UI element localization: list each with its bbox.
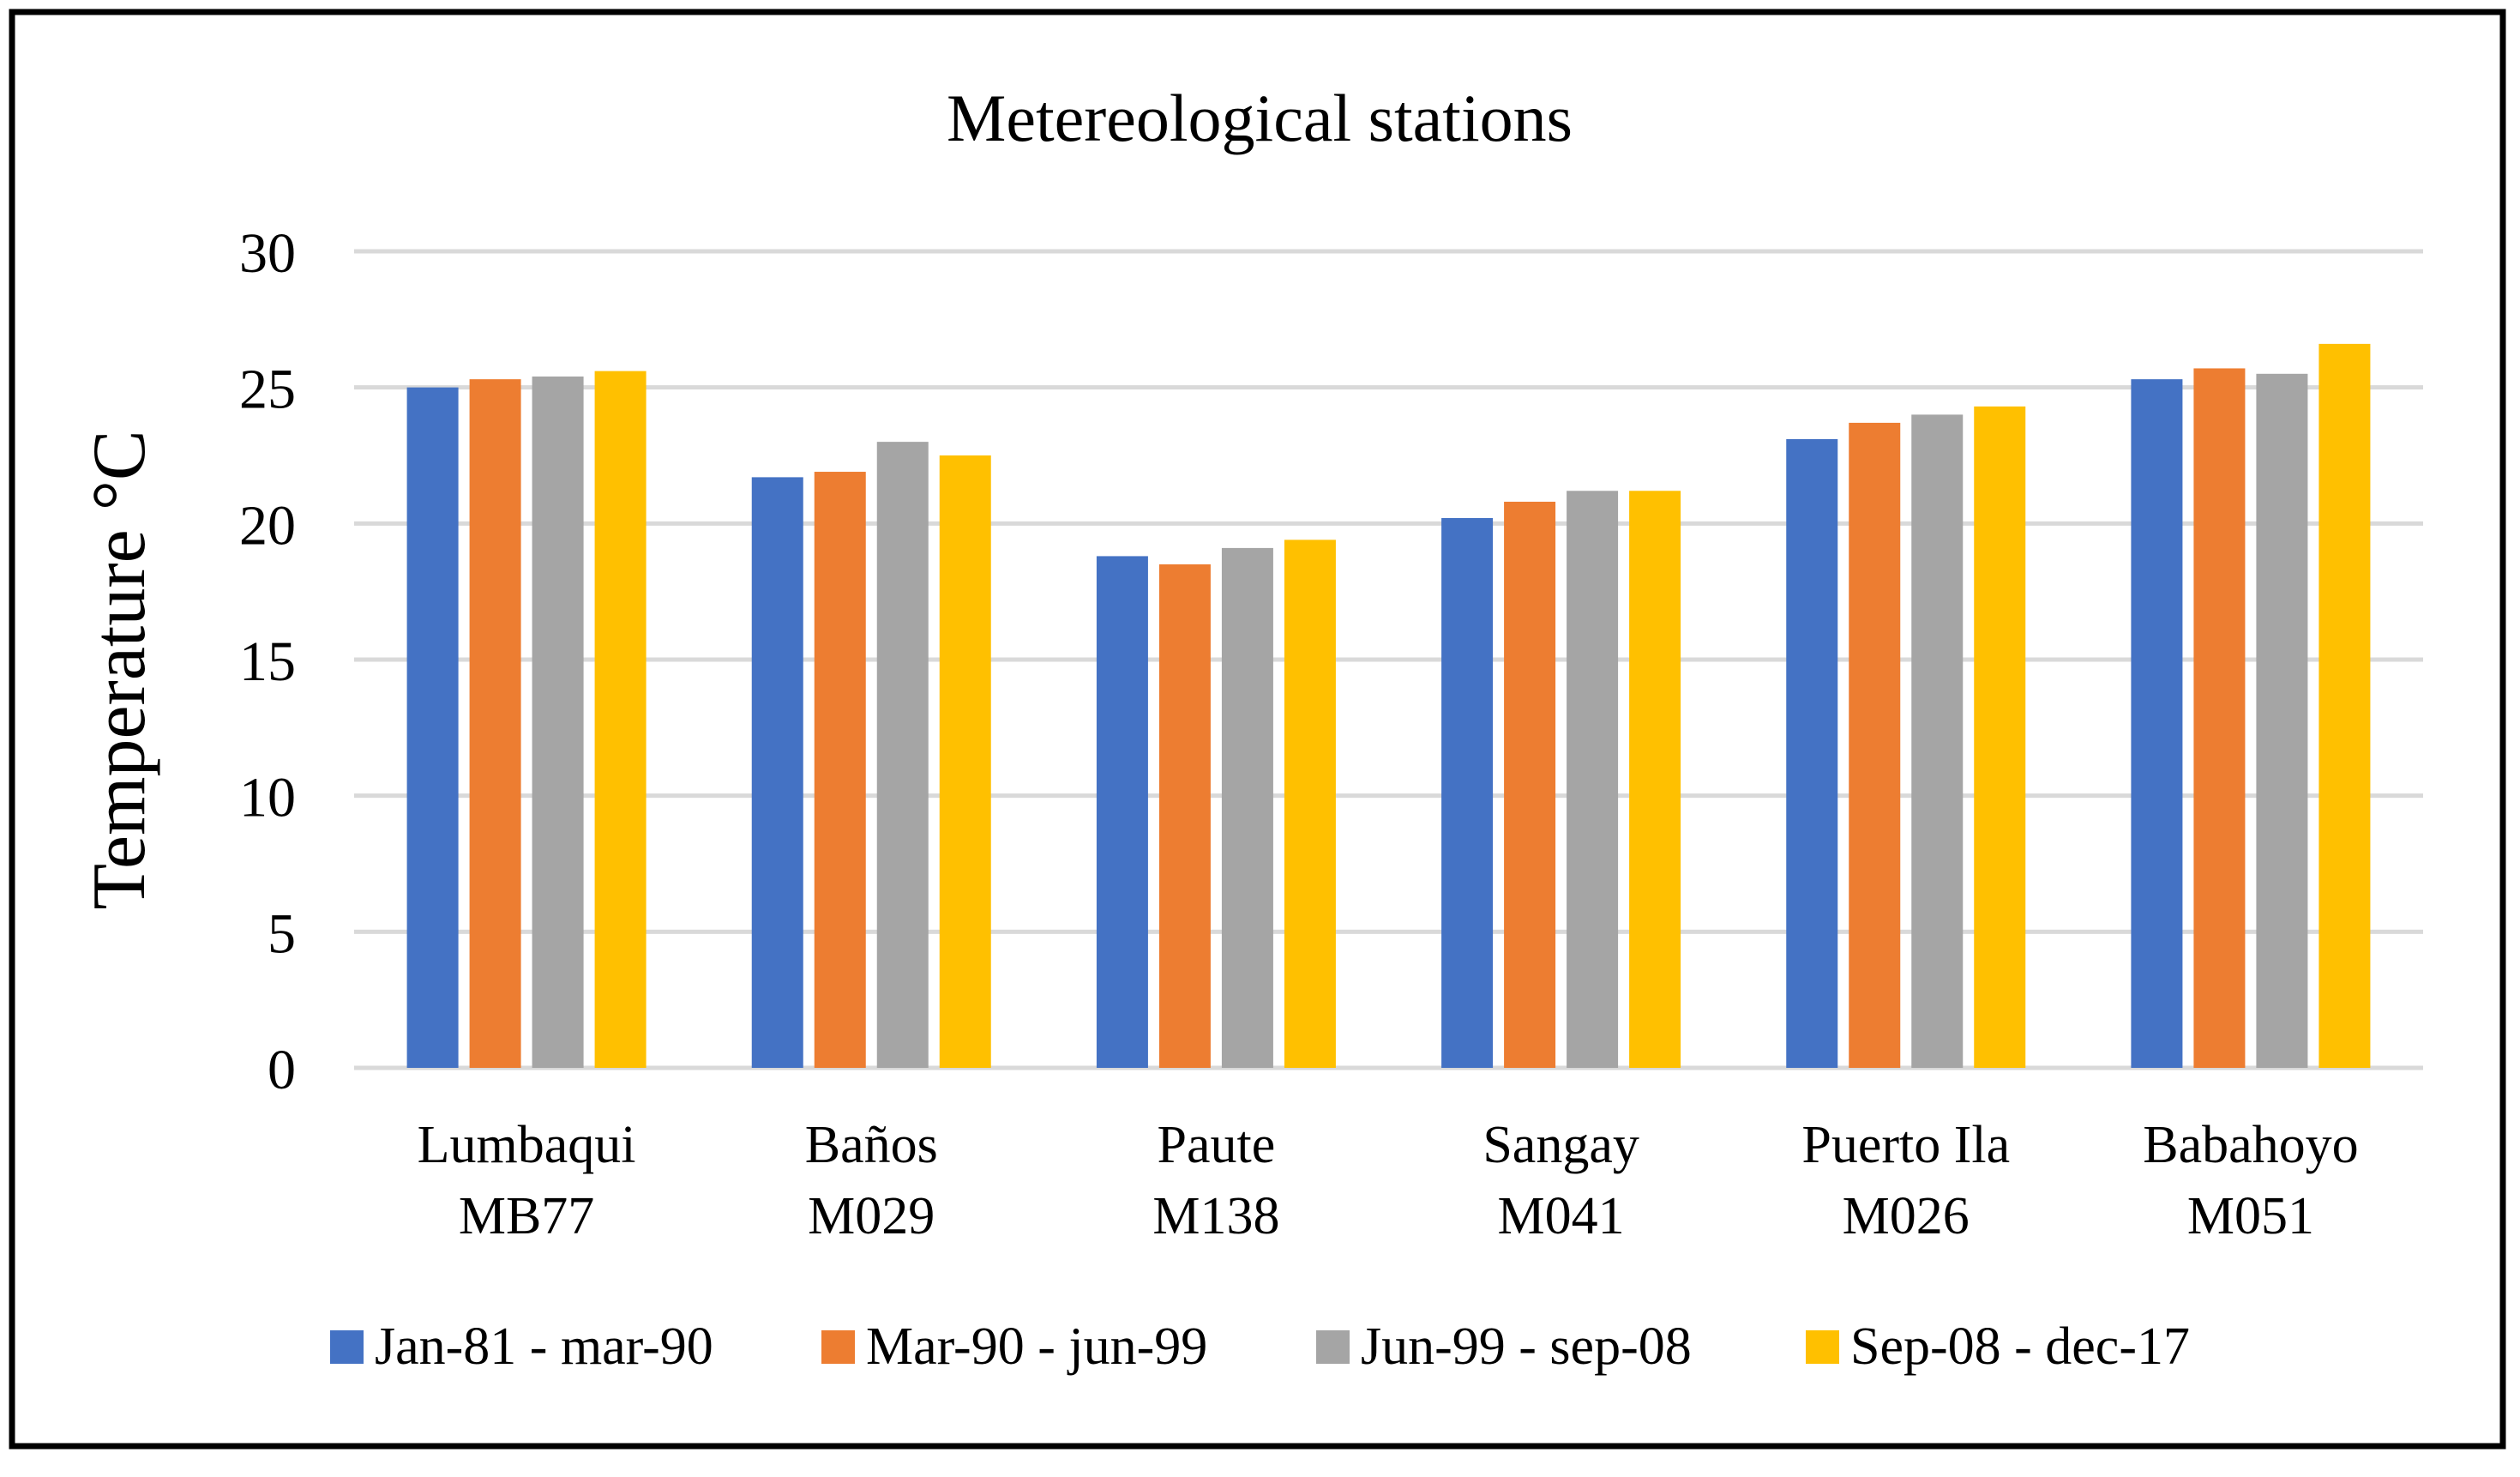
bar-3-2 — [876, 442, 929, 1068]
bar-2-4 — [1504, 501, 1556, 1068]
bar-3-3 — [1221, 547, 1273, 1068]
bar-4-6 — [2319, 343, 2371, 1069]
bar-2-6 — [2193, 368, 2246, 1068]
y-tick-label: 30 — [239, 222, 296, 285]
gridlines — [354, 249, 2423, 1070]
bar-4-2 — [939, 455, 991, 1068]
legend-swatch — [1316, 1330, 1350, 1364]
legend-label: Jun-99 - sep-08 — [1361, 1317, 1692, 1376]
bar-3-4 — [1567, 491, 1619, 1068]
bar-1-4 — [1441, 517, 1494, 1068]
legend-swatch — [330, 1330, 364, 1364]
legend-swatch — [1806, 1330, 1839, 1364]
legend-item-3: Jun-99 - sep-08 — [1316, 1317, 1692, 1376]
bar-4-1 — [594, 371, 647, 1068]
bar-2-5 — [1849, 422, 1901, 1068]
bar-4-4 — [1629, 491, 1681, 1068]
x-tick-label-line2: MB77 — [459, 1187, 594, 1245]
bar-4-5 — [1974, 406, 2026, 1068]
x-tick-label-line2: M138 — [1152, 1187, 1279, 1245]
bar-1-3 — [1096, 556, 1148, 1068]
x-tick-label-line1: Baños — [805, 1116, 938, 1174]
chart-title: Metereological stations — [947, 81, 1573, 155]
bar-4-3 — [1284, 540, 1336, 1068]
bar-3-6 — [2256, 373, 2308, 1068]
y-tick-label: 0 — [268, 1039, 296, 1101]
legend-item-2: Mar-90 - jun-99 — [821, 1317, 1207, 1376]
bars — [406, 343, 2371, 1069]
bar-2-2 — [814, 472, 866, 1068]
y-tick-label: 15 — [239, 630, 296, 693]
legend-item-1: Jan-81 - mar-90 — [330, 1317, 713, 1376]
x-tick-label-line1: Babahoyo — [2143, 1116, 2358, 1174]
bar-1-1 — [406, 387, 459, 1069]
legend-swatch — [821, 1330, 855, 1364]
bar-3-1 — [532, 376, 584, 1068]
legend: Jan-81 - mar-90 Mar-90 - jun-99 Jun-99 - s… — [330, 1317, 2190, 1376]
bar-2-3 — [1158, 564, 1211, 1068]
y-tick-label: 20 — [239, 494, 296, 557]
y-tick-label: 25 — [239, 359, 296, 421]
bar-1-5 — [1786, 438, 1838, 1069]
legend-label: Jan-81 - mar-90 — [375, 1317, 713, 1376]
x-tick-labels: Lumbaqui MB77 Baños M029 Paute M138 Sangay M041… — [418, 1116, 2359, 1245]
y-axis-label: Temperature °C — [78, 430, 161, 909]
legend-item-4: Sep-08 - dec-17 — [1806, 1317, 2190, 1376]
x-tick-label-line1: Lumbaqui — [418, 1116, 636, 1174]
x-tick-label-line1: Puerto Ila — [1801, 1116, 2010, 1174]
legend-label: Mar-90 - jun-99 — [866, 1317, 1207, 1376]
x-tick-label-line2: M029 — [808, 1187, 935, 1245]
bar-3-5 — [1911, 414, 1964, 1068]
x-tick-label-line2: M026 — [1843, 1187, 1970, 1245]
bar-2-1 — [469, 379, 521, 1068]
bar-1-2 — [751, 477, 803, 1068]
y-tick-label: 5 — [268, 902, 296, 965]
x-tick-label-line1: Paute — [1158, 1116, 1276, 1174]
x-tick-label-line2: M041 — [1498, 1187, 1625, 1245]
x-tick-label-line1: Sangay — [1483, 1116, 1639, 1174]
x-tick-label-line2: M051 — [2187, 1187, 2314, 1245]
legend-label: Sep-08 - dec-17 — [1850, 1317, 2190, 1376]
y-tick-label: 10 — [239, 767, 296, 829]
bar-1-6 — [2131, 379, 2183, 1068]
y-tick-labels: 0 5 10 15 20 25 30 — [239, 222, 296, 1101]
